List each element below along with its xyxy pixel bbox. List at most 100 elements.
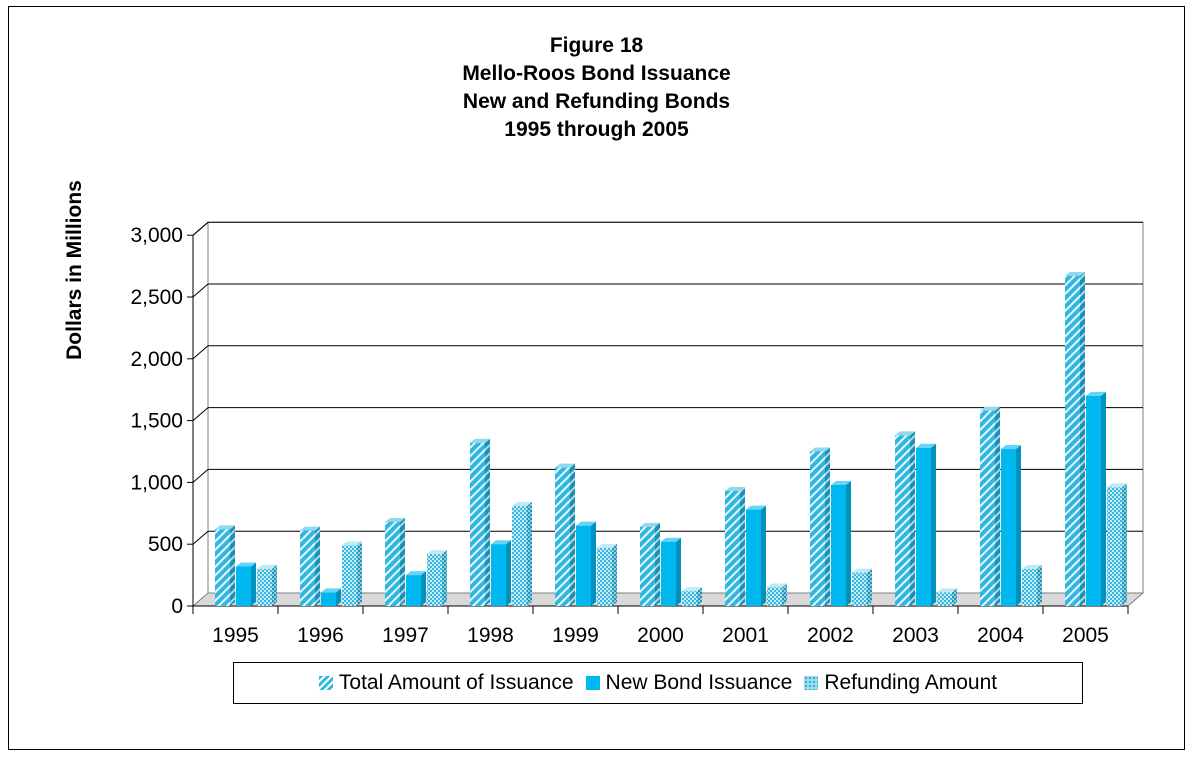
bar-front [1022,568,1037,606]
bar [406,571,426,606]
bar-front [725,491,740,606]
gridline-depth [192,345,209,360]
x-tick-label: 2003 [892,624,939,647]
bar-front [342,545,357,606]
bar-front [555,467,570,606]
bar-top [342,541,362,546]
bar-side [655,522,660,606]
bar [682,587,702,606]
bar-top [682,587,702,592]
y-tick-label: 3,000 [130,224,183,247]
bar-top [895,431,915,436]
bar-front [767,587,782,606]
legend-label-new: New Bond Issuance [605,671,793,694]
x-tick-label: 2005 [1062,624,1109,647]
bar-top [576,521,596,526]
y-tick-label: 2,500 [130,286,183,309]
x-tick-label: 1995 [212,624,259,647]
bar-front [512,505,527,606]
bar-side [336,588,341,606]
gridline-depth [192,407,209,421]
bar [597,543,617,606]
bar-side [761,505,766,606]
legend-item-refunding: Refunding Amount [804,671,997,695]
x-tick-label: 1997 [382,624,429,647]
bar [470,438,490,606]
bar-top [916,443,936,448]
bar-front [1065,275,1080,606]
bar-front [597,547,612,606]
gridline-depth [192,530,209,545]
bar-side [251,562,256,606]
bar-front [1107,487,1122,606]
bar-top [640,522,660,527]
bar [767,583,787,606]
bar [640,522,660,606]
bar-front [406,575,421,606]
bar-side [676,537,681,606]
bar [895,431,915,606]
bar-side [1080,271,1085,606]
bar-side [740,487,745,606]
bar-top [937,588,957,593]
y-tick-label: 1,000 [130,471,183,494]
bar-front [427,554,442,606]
legend: Total Amount of Issuance New Bond Issuan… [233,662,1083,704]
y-tick-label: 1,500 [130,410,183,433]
bar-front [852,572,867,606]
y-axis-label: Dollars in Millions [63,180,86,360]
legend-item-total: Total Amount of Issuance [318,671,574,695]
bar-side [506,540,511,606]
bar-front [470,442,485,606]
bar-front [831,484,846,606]
bar-side [421,571,426,606]
bar-top [852,568,872,573]
bar [427,550,447,606]
title-line-1: Figure 18 [549,34,644,57]
bar-side [952,588,957,606]
bar [661,537,681,606]
bars [215,271,1127,606]
bar-top [406,571,426,576]
bar-side [846,480,851,606]
bar [1001,445,1021,606]
bar-front [916,447,931,606]
bar-top [385,517,405,522]
bar-top [725,487,745,492]
bar [385,517,405,606]
bar-side [1122,483,1127,606]
bar-top [491,540,511,545]
gridline-depth [192,283,209,298]
bar-side [1101,391,1106,606]
bar-front [300,530,315,606]
bar-top [512,501,532,506]
bar-side [697,587,702,606]
y-tick-labels: 0 500 1,000 1,500 2,000 2,500 3,000 [130,224,183,618]
bar-side [230,525,235,606]
bar [916,443,936,606]
bar [725,487,745,606]
bar-top [810,447,830,452]
legend-item-new: New Bond Issuance [585,671,793,695]
bar-top [321,588,341,593]
y-tick-label: 500 [148,533,183,556]
bar-side [400,517,405,606]
y-axis-top-depth [192,221,209,236]
bar-top [300,526,320,531]
bar-side [910,431,915,606]
legend-label-refunding: Refunding Amount [824,671,998,694]
bar [491,540,511,606]
legend-label-total: Total Amount of Issuance [338,671,574,694]
bar-side [782,583,787,606]
bar-top [1001,445,1021,450]
bar-front [491,544,506,606]
bar-top [767,583,787,588]
bar-front [746,509,761,606]
bar [236,562,256,606]
bar [1086,391,1106,606]
bar-top [746,505,766,510]
bar [980,406,1000,606]
bar-side [931,443,936,606]
bar-top [597,543,617,548]
